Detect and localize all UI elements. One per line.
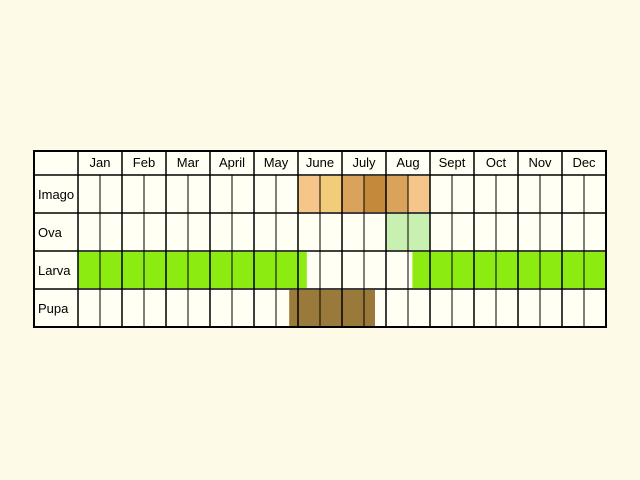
stage-bar-imago-1 <box>320 176 342 212</box>
grid-frame <box>33 150 607 328</box>
stage-bar-larva-1 <box>412 252 606 288</box>
stage-bar-pupa-0 <box>289 290 375 326</box>
month-label: Nov <box>528 155 552 170</box>
stage-bar-imago-2 <box>342 176 364 212</box>
month-label: Sept <box>439 155 466 170</box>
stage-label: Larva <box>38 263 71 278</box>
stage-label: Pupa <box>38 301 69 316</box>
month-label: Aug <box>396 155 419 170</box>
stage-bar-imago-4 <box>386 176 408 212</box>
stage-bar-imago-5 <box>408 176 430 212</box>
month-label: Oct <box>486 155 507 170</box>
stage-label: Imago <box>38 187 74 202</box>
month-label: July <box>352 155 376 170</box>
month-label: Dec <box>572 155 596 170</box>
stage-bar-imago-0 <box>298 176 320 212</box>
stage-label: Ova <box>38 225 63 240</box>
month-label: Feb <box>133 155 155 170</box>
stage-bar-imago-3 <box>364 176 386 212</box>
month-label: Mar <box>177 155 200 170</box>
stage-bar-larva-0 <box>78 252 307 288</box>
month-label: May <box>264 155 289 170</box>
month-label: Jan <box>90 155 111 170</box>
month-label: April <box>219 155 245 170</box>
month-label: June <box>306 155 334 170</box>
